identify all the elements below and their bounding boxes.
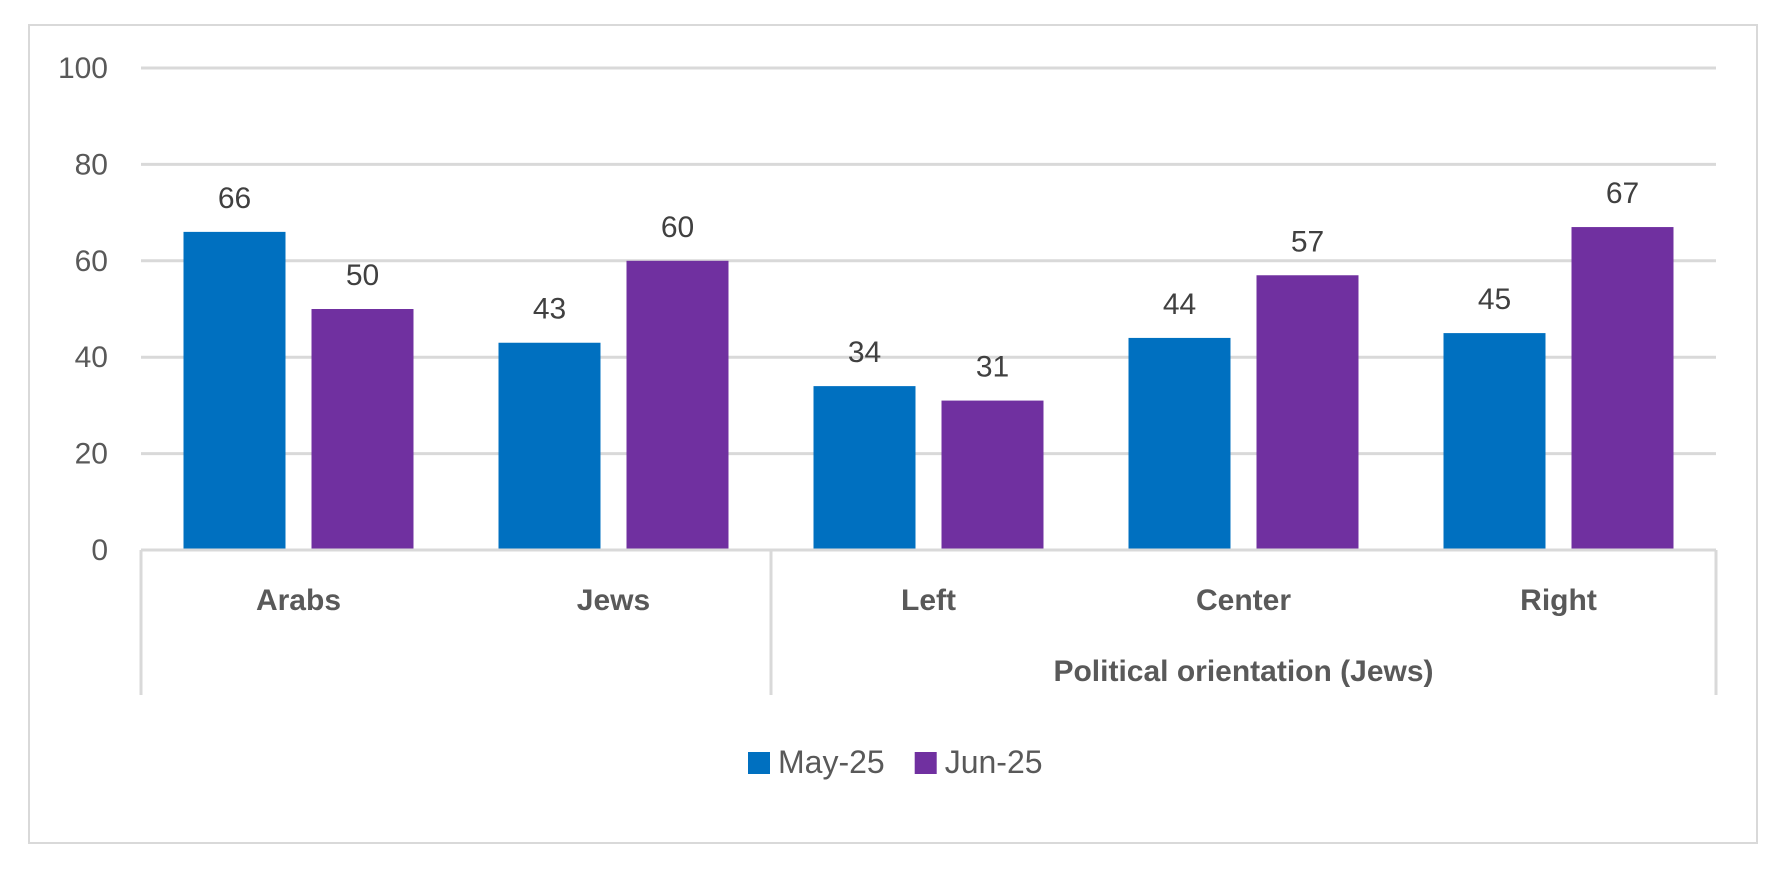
- bar-right-jun-25: [1571, 227, 1674, 550]
- bar-arabs-may-25: [183, 231, 286, 550]
- legend-label: Jun-25: [945, 744, 1043, 780]
- bar-jews-may-25: [498, 342, 601, 550]
- category-label: Right: [1520, 584, 1597, 617]
- category-label: Jews: [577, 584, 650, 617]
- y-tick-label: 20: [75, 438, 108, 471]
- bar-center-may-25: [1128, 337, 1231, 550]
- legend-swatch: [748, 752, 770, 774]
- y-tick-label: 100: [58, 52, 108, 85]
- bar-jews-jun-25: [626, 260, 729, 550]
- y-tick-label: 0: [91, 534, 108, 567]
- data-label: 60: [661, 211, 694, 244]
- bar-center-jun-25: [1256, 275, 1359, 550]
- data-label: 45: [1478, 283, 1511, 316]
- legend: May-25 Jun-25: [748, 744, 1043, 780]
- bar-right-may-25: [1443, 333, 1546, 550]
- group-label: Political orientation (Jews): [1053, 655, 1433, 688]
- category-label: Center: [1196, 584, 1291, 617]
- data-label: 31: [976, 351, 1009, 384]
- legend-swatch: [914, 752, 937, 774]
- bar-left-may-25: [813, 386, 916, 550]
- bar-left-jun-25: [941, 400, 1044, 550]
- data-label: 67: [1606, 177, 1639, 210]
- data-label: 50: [346, 259, 379, 292]
- y-tick-label: 80: [75, 148, 108, 181]
- y-axis-ticks: 0 20 40 60 80 100: [58, 52, 108, 567]
- data-label: 34: [848, 336, 881, 369]
- y-tick-label: 40: [75, 341, 108, 374]
- legend-label: May-25: [778, 744, 885, 780]
- data-label: 43: [533, 293, 566, 326]
- data-label: 66: [218, 182, 251, 215]
- category-labels: Arabs Jews Left Center Right Political orient…: [256, 584, 1597, 688]
- data-labels: 66 50 43 60 34 31 44 57 45 67: [218, 177, 1639, 384]
- data-label: 57: [1291, 225, 1324, 258]
- category-label: Arabs: [256, 584, 341, 617]
- bars: [183, 227, 1674, 550]
- bar-arabs-jun-25: [311, 309, 414, 550]
- y-tick-label: 60: [75, 245, 108, 278]
- category-label: Left: [901, 584, 956, 617]
- x-axis: [139, 548, 1718, 695]
- data-label: 44: [1163, 288, 1196, 321]
